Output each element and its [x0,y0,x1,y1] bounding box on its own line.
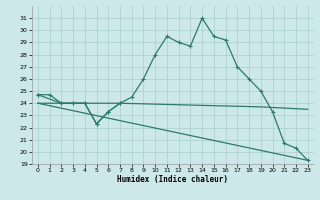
X-axis label: Humidex (Indice chaleur): Humidex (Indice chaleur) [117,175,228,184]
